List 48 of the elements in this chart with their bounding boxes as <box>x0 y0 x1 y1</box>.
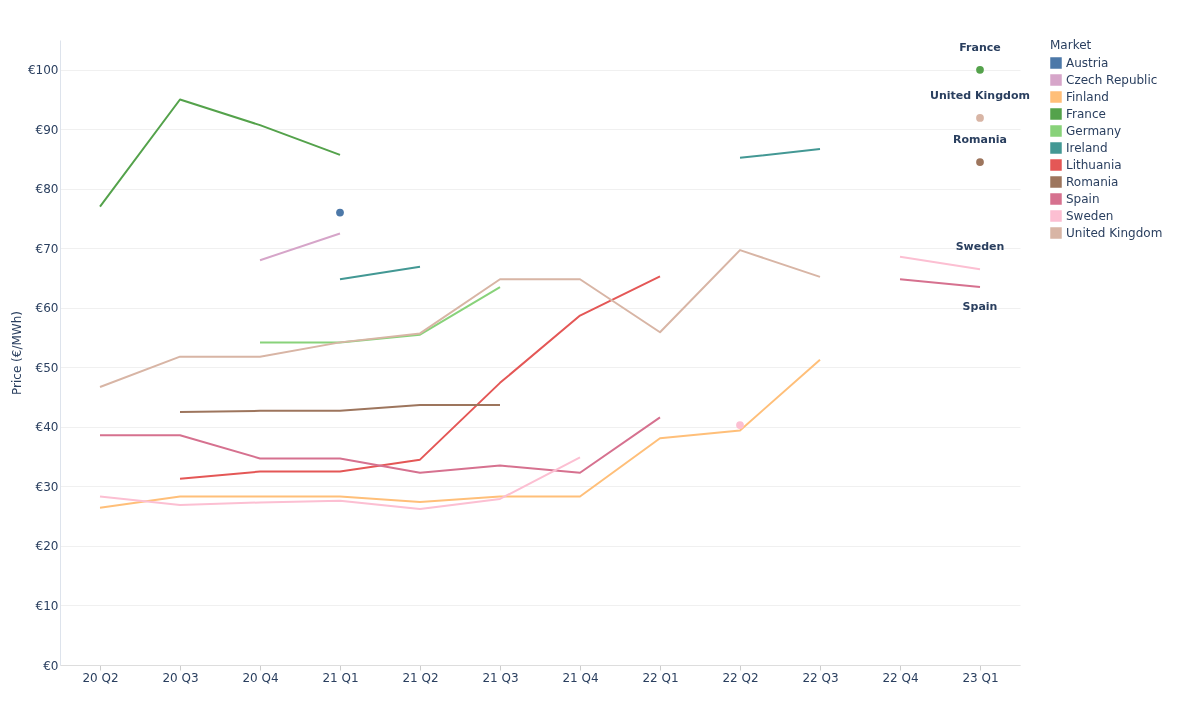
legend-label: United Kingdom <box>1066 226 1163 240</box>
y-axis-title: Price (€/MWh) <box>9 311 24 395</box>
x-tick-label: 21 Q1 <box>322 670 359 685</box>
point <box>976 65 984 74</box>
x-tick-label: 21 Q4 <box>562 670 599 685</box>
y-tick-label: €10 <box>35 598 59 613</box>
y-tick-label: €60 <box>35 301 59 316</box>
y-tick-label: €50 <box>35 360 59 375</box>
x-tick-label: 22 Q2 <box>722 670 759 685</box>
y-tick-label: €30 <box>35 479 59 494</box>
legend-title: Market <box>1050 38 1092 52</box>
point <box>336 208 344 217</box>
legend-label: France <box>1066 107 1106 121</box>
legend-label: Czech Republic <box>1066 73 1158 87</box>
legend-label: Austria <box>1066 56 1109 70</box>
y-tick-label: €80 <box>35 182 59 197</box>
legend-label: Sweden <box>1066 209 1114 223</box>
point <box>976 158 984 166</box>
y-tick-label: €40 <box>35 420 59 435</box>
x-tick-label: 21 Q3 <box>482 670 519 685</box>
y-tick-label: €0 <box>43 658 59 673</box>
y-tick-label: €90 <box>35 122 59 137</box>
y-tick-label: €20 <box>35 539 59 554</box>
point <box>736 421 744 429</box>
legend-label: Germany <box>1066 124 1122 138</box>
point <box>976 114 984 122</box>
y-tick-label: €100 <box>27 63 59 78</box>
x-tick-label: 21 Q2 <box>402 670 439 685</box>
legend-label: Spain <box>1066 192 1100 206</box>
x-tick-label: 23 Q1 <box>962 670 999 685</box>
line-series <box>179 275 661 480</box>
annotation: Spain <box>962 300 998 314</box>
y-tick-label: €70 <box>35 241 59 256</box>
x-tick-label: 20 Q3 <box>162 670 199 685</box>
x-tick-label: 22 Q4 <box>882 670 919 685</box>
annotation: Sweden <box>955 240 1005 254</box>
x-tick-label: 20 Q4 <box>242 670 279 685</box>
legend-label: Romania <box>1066 175 1119 189</box>
x-tick-label: 20 Q2 <box>82 670 119 685</box>
annotation: Romania <box>953 133 1007 147</box>
legend-label: Finland <box>1066 90 1109 104</box>
legend-label: Lithuania <box>1066 158 1122 172</box>
line-series <box>99 358 821 509</box>
annotation: United Kingdom <box>930 88 1030 102</box>
x-tick-label: 22 Q3 <box>802 670 839 685</box>
x-tick-label: 22 Q1 <box>642 670 679 685</box>
legend-label: Ireland <box>1066 141 1108 155</box>
annotation: France <box>959 40 1001 54</box>
